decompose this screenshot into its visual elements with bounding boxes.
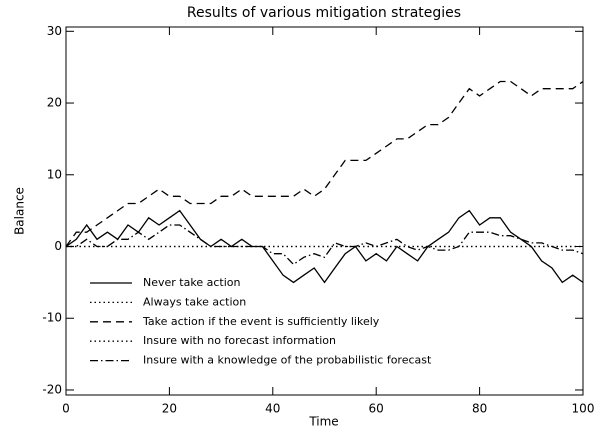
x-tick-label: 20 bbox=[162, 402, 177, 416]
chart-title: Results of various mitigation strategies bbox=[187, 5, 461, 21]
x-tick-label: 80 bbox=[472, 402, 487, 416]
x-axis-label: Time bbox=[308, 415, 338, 429]
x-tick-label: 60 bbox=[369, 402, 384, 416]
legend-label: Always take action bbox=[143, 295, 246, 308]
series-line bbox=[65, 80, 584, 247]
y-tick-label: -20 bbox=[42, 382, 62, 396]
y-axis-label: Balance bbox=[13, 187, 27, 235]
y-tick-label: 30 bbox=[47, 24, 62, 38]
y-tick-label: 10 bbox=[47, 167, 62, 181]
legend-label: Never take action bbox=[143, 276, 240, 289]
series-line bbox=[66, 224, 584, 266]
x-tick-label: 40 bbox=[265, 402, 280, 416]
y-tick-label: 0 bbox=[54, 239, 62, 253]
series-line bbox=[65, 209, 584, 284]
legend-label: Insure with no forecast information bbox=[143, 334, 336, 347]
legend-label: Take action if the event is sufficiently… bbox=[142, 315, 380, 328]
x-tick-label: 0 bbox=[62, 402, 70, 416]
legend-label: Insure with a knowledge of the probabili… bbox=[143, 354, 432, 367]
y-tick-label: 20 bbox=[47, 96, 62, 110]
x-tick-label: 100 bbox=[572, 402, 595, 416]
plot-frame bbox=[65, 26, 584, 396]
y-tick-label: -10 bbox=[42, 311, 62, 325]
